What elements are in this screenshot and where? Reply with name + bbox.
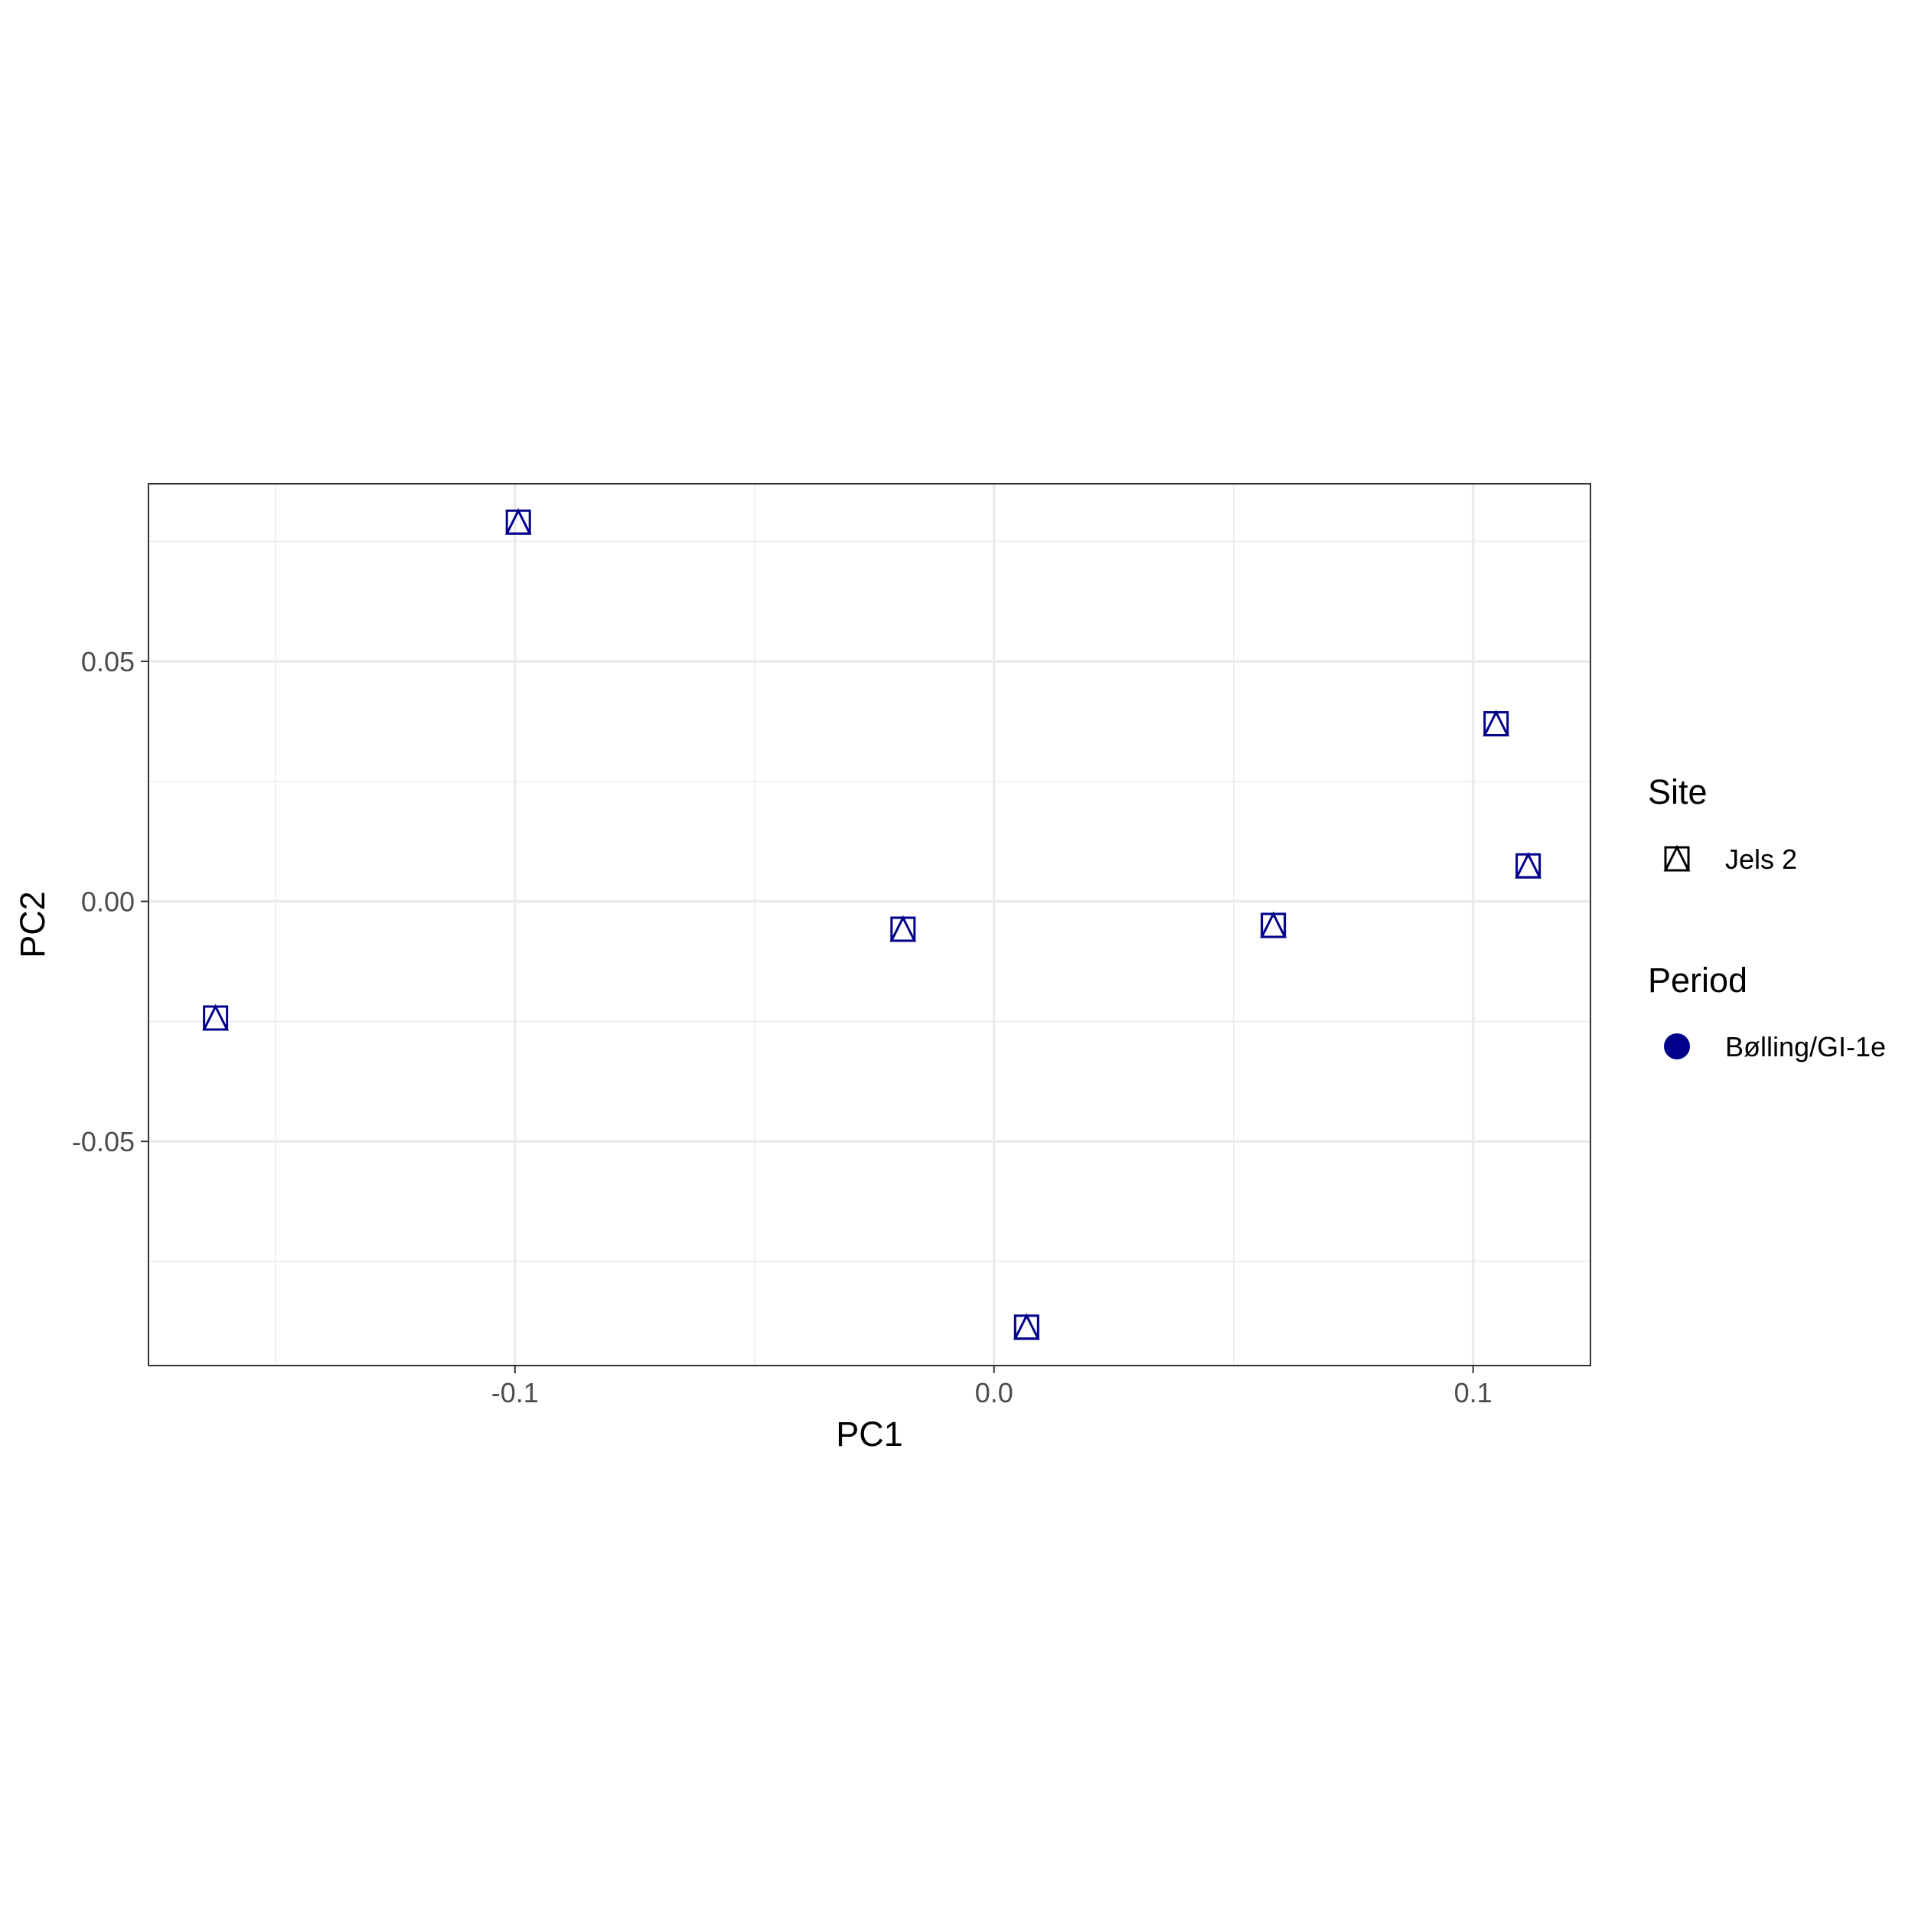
x-axis-title: PC1	[836, 1415, 903, 1454]
x-axis: -0.1 0.0 0.1	[491, 1366, 1492, 1408]
legend-title-period: Period	[1648, 961, 1747, 1000]
y-tick-label: 0.05	[81, 646, 135, 677]
major-gridlines	[148, 484, 1590, 1366]
legend: Site Jels 2 Period Bølling/GI-1e	[1648, 772, 1886, 1062]
legend-label-jels-2: Jels 2	[1725, 844, 1797, 875]
legend-key-site-square-triangle-icon	[1663, 844, 1691, 872]
legend-key-marker	[1663, 844, 1691, 872]
panel-border	[148, 483, 1591, 1366]
x-tick-label: 0.1	[1454, 1377, 1492, 1408]
legend-key-period-circle-icon	[1664, 1033, 1690, 1059]
legend-label-bolling: Bølling/GI-1e	[1725, 1031, 1886, 1062]
legend-title-site: Site	[1648, 772, 1708, 811]
marker-triangle	[1515, 851, 1542, 879]
y-axis-title: PC2	[13, 891, 52, 958]
y-axis: 0.05 0.00 -0.05	[72, 646, 148, 1157]
data-point	[202, 1004, 230, 1031]
marker-triangle	[889, 915, 917, 942]
data-points	[202, 507, 1542, 1340]
marker-triangle	[1260, 911, 1287, 938]
marker-triangle	[1483, 710, 1510, 737]
data-point	[1260, 911, 1287, 938]
data-point	[1483, 710, 1510, 737]
x-tick-label: -0.1	[491, 1377, 539, 1408]
data-point	[1013, 1313, 1040, 1340]
y-tick-label: 0.00	[81, 886, 135, 918]
x-tick-label: 0.0	[975, 1377, 1013, 1408]
marker-triangle	[1663, 844, 1691, 872]
marker-triangle	[1013, 1313, 1040, 1340]
data-point	[504, 507, 532, 535]
minor-gridlines	[148, 484, 1590, 1366]
data-point	[889, 915, 917, 942]
data-point	[1515, 851, 1542, 879]
marker-triangle	[504, 507, 532, 535]
y-tick-label: -0.05	[72, 1126, 135, 1157]
marker-triangle	[202, 1004, 230, 1031]
